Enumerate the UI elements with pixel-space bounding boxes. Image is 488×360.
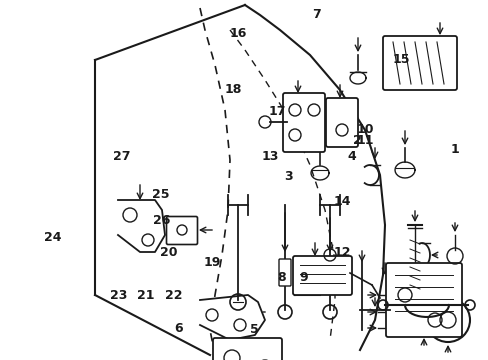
Text: 2: 2 — [352, 134, 361, 147]
Polygon shape — [118, 200, 164, 252]
FancyBboxPatch shape — [283, 93, 325, 152]
Circle shape — [390, 321, 404, 335]
Text: 6: 6 — [174, 322, 183, 335]
FancyBboxPatch shape — [213, 338, 282, 360]
Text: 23: 23 — [110, 289, 127, 302]
FancyBboxPatch shape — [166, 216, 197, 244]
Text: 1: 1 — [449, 143, 458, 156]
Text: 12: 12 — [333, 246, 350, 258]
Text: 18: 18 — [224, 83, 242, 96]
Text: 7: 7 — [312, 8, 321, 21]
FancyBboxPatch shape — [325, 98, 357, 147]
Text: 24: 24 — [44, 231, 61, 244]
Text: 22: 22 — [164, 289, 182, 302]
Text: 21: 21 — [137, 289, 154, 302]
FancyBboxPatch shape — [292, 256, 351, 295]
Text: 17: 17 — [268, 105, 286, 118]
Text: 19: 19 — [203, 256, 221, 269]
Text: 10: 10 — [356, 123, 374, 136]
Text: 8: 8 — [276, 271, 285, 284]
Text: 25: 25 — [151, 188, 169, 201]
Text: 11: 11 — [356, 134, 374, 147]
Text: 3: 3 — [284, 170, 292, 183]
Text: 16: 16 — [229, 27, 247, 40]
Text: 26: 26 — [152, 214, 170, 227]
FancyBboxPatch shape — [279, 259, 290, 286]
Text: 14: 14 — [333, 195, 350, 208]
Text: 20: 20 — [160, 246, 177, 258]
Text: 27: 27 — [112, 150, 130, 163]
Text: 15: 15 — [391, 53, 409, 66]
FancyBboxPatch shape — [382, 36, 456, 90]
FancyBboxPatch shape — [385, 263, 461, 337]
Text: 5: 5 — [249, 323, 258, 336]
Text: 13: 13 — [261, 150, 278, 163]
Text: 9: 9 — [299, 271, 307, 284]
Text: 4: 4 — [347, 150, 356, 163]
Polygon shape — [200, 295, 264, 340]
